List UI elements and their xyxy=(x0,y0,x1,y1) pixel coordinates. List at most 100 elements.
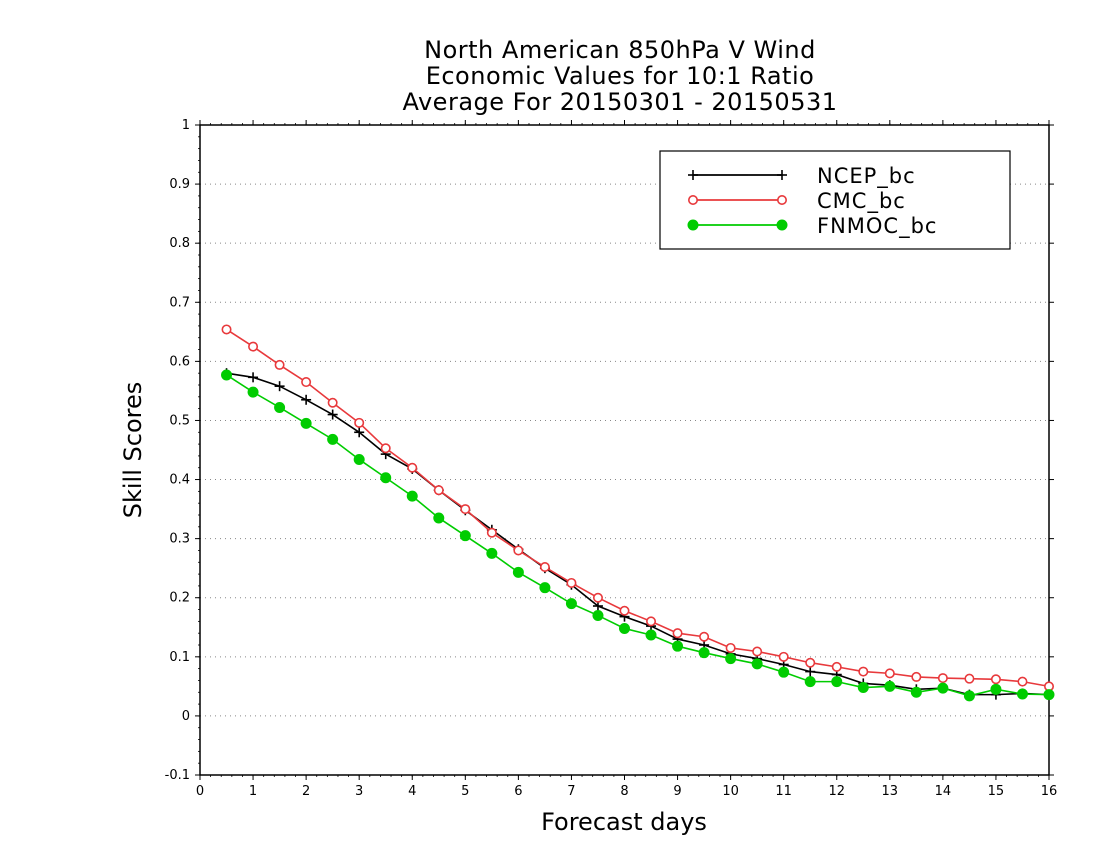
legend-marker xyxy=(687,195,698,206)
data-point xyxy=(699,631,710,642)
data-point xyxy=(433,485,444,496)
y-tick-label: 0.2 xyxy=(169,591,190,606)
data-point xyxy=(646,616,657,627)
y-tick-label: 0.8 xyxy=(169,236,190,251)
y-tick-label: 1 xyxy=(182,118,190,133)
data-point xyxy=(539,561,550,572)
series-line xyxy=(226,328,1050,688)
data-point xyxy=(592,592,603,603)
series-line xyxy=(226,374,1050,697)
x-tick-label: 14 xyxy=(935,784,952,799)
data-point xyxy=(353,453,365,465)
x-tick-label: 0 xyxy=(196,784,204,799)
series-CMC_bc xyxy=(221,324,1055,692)
x-tick-label: 7 xyxy=(567,784,575,799)
x-tick-label: 3 xyxy=(355,784,363,799)
data-point xyxy=(565,598,577,610)
series-FNMOC_bc xyxy=(221,369,1055,702)
legend-marker xyxy=(776,219,788,231)
data-point xyxy=(751,658,763,670)
legend-label: CMC_bc xyxy=(817,189,906,214)
data-point xyxy=(990,683,1002,695)
data-point xyxy=(512,566,524,578)
data-point xyxy=(460,504,471,515)
data-point xyxy=(964,673,975,684)
data-point xyxy=(486,547,498,559)
data-point xyxy=(963,690,975,702)
data-point xyxy=(911,671,922,682)
axes: -0.100.10.20.30.40.50.60.70.80.910 1 2 3 4 5 6… xyxy=(165,118,1058,799)
y-tick-label: 0.9 xyxy=(169,177,190,192)
data-point xyxy=(672,640,684,652)
chart-title-line-3: Average For 20150301 - 20150531 xyxy=(402,88,838,116)
data-point xyxy=(433,512,445,524)
data-point xyxy=(513,545,524,556)
legend-label: NCEP_bc xyxy=(817,164,916,189)
y-tick-label: 0.1 xyxy=(169,650,190,665)
x-tick-label: 6 xyxy=(514,784,522,799)
data-point xyxy=(831,661,842,672)
data-point xyxy=(354,417,365,428)
legend-label: FNMOC_bc xyxy=(817,214,937,239)
legend-marker xyxy=(687,219,699,231)
x-tick-label: 1 xyxy=(249,784,257,799)
data-point xyxy=(300,417,312,429)
data-point xyxy=(937,673,948,684)
data-point xyxy=(990,674,1001,685)
data-point xyxy=(274,359,285,370)
y-tick-label: -0.1 xyxy=(165,768,190,783)
data-point xyxy=(619,605,630,616)
data-point xyxy=(778,666,790,678)
x-tick-label: 16 xyxy=(1041,784,1058,799)
data-point xyxy=(725,653,737,665)
data-point xyxy=(619,622,630,634)
data-point xyxy=(380,443,391,454)
data-point xyxy=(327,397,338,408)
data-point xyxy=(1016,688,1028,700)
x-tick-label: 4 xyxy=(408,784,416,799)
data-point xyxy=(884,680,896,692)
data-point xyxy=(725,642,736,653)
x-tick-label: 12 xyxy=(828,784,845,799)
data-point xyxy=(301,377,312,388)
data-point xyxy=(672,628,683,639)
data-point xyxy=(566,577,577,588)
series-lines xyxy=(221,324,1055,702)
y-tick-label: 0.3 xyxy=(169,532,190,547)
data-point xyxy=(592,609,604,621)
x-tick-label: 11 xyxy=(775,784,792,799)
data-point xyxy=(221,369,233,381)
data-point xyxy=(539,582,551,594)
data-point xyxy=(884,668,895,679)
data-point xyxy=(1017,676,1028,687)
x-tick-label: 5 xyxy=(461,784,469,799)
data-point xyxy=(698,647,710,659)
data-point xyxy=(1043,689,1055,701)
legend-entry: NCEP_bc xyxy=(688,164,916,189)
data-point xyxy=(486,527,497,538)
data-point xyxy=(805,657,816,668)
data-point xyxy=(778,651,789,662)
legend-entry: CMC_bc xyxy=(687,189,906,214)
y-tick-label: 0.6 xyxy=(169,354,190,369)
data-point xyxy=(248,341,259,352)
data-point xyxy=(459,530,471,542)
chart-title-line-2: Economic Values for 10:1 Ratio xyxy=(425,62,815,90)
legend-marker xyxy=(776,195,787,206)
data-point xyxy=(857,682,869,694)
series-NCEP_bc xyxy=(221,368,1054,700)
data-point xyxy=(406,490,418,502)
data-point xyxy=(858,666,869,677)
x-tick-label: 10 xyxy=(722,784,739,799)
y-tick-label: 0 xyxy=(182,709,190,724)
x-tick-label: 15 xyxy=(988,784,1005,799)
y-tick-label: 0.4 xyxy=(169,473,190,488)
x-tick-label: 2 xyxy=(302,784,310,799)
series-line xyxy=(226,372,1050,696)
y-tick-label: 0.7 xyxy=(169,295,190,310)
data-point xyxy=(274,401,286,413)
x-axis-label: Forecast days xyxy=(541,808,707,836)
data-point xyxy=(645,629,657,641)
x-tick-label: 13 xyxy=(882,784,899,799)
